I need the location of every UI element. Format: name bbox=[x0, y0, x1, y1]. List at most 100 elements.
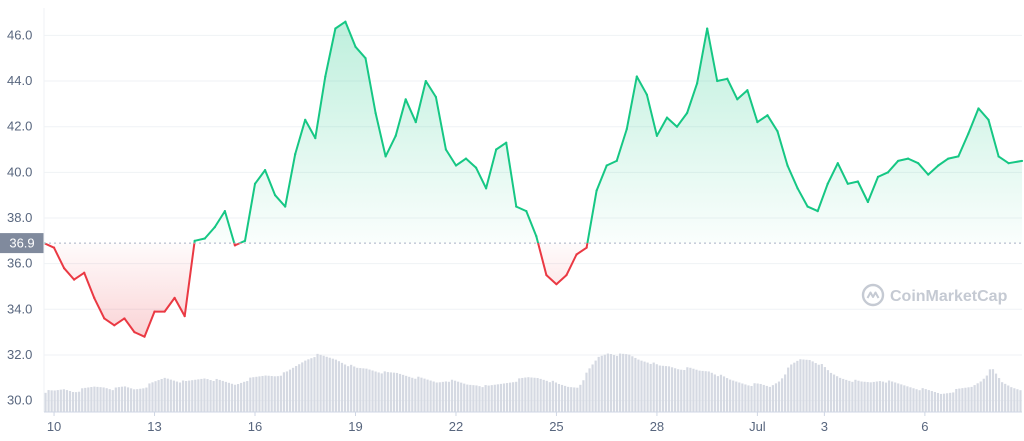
price-point bbox=[505, 141, 508, 144]
volume-bar bbox=[481, 387, 484, 412]
volume-bar bbox=[985, 375, 988, 412]
price-point bbox=[163, 310, 166, 313]
volume-bar bbox=[175, 381, 179, 412]
price-point bbox=[364, 57, 367, 60]
volume-bar bbox=[1007, 385, 1010, 412]
volume-bar bbox=[982, 378, 985, 412]
volume-bar bbox=[145, 387, 148, 412]
price-point bbox=[495, 148, 498, 151]
volume-bar bbox=[835, 376, 839, 412]
volume-bar bbox=[264, 375, 267, 412]
price-point bbox=[1020, 159, 1024, 163]
volume-bar bbox=[646, 362, 649, 412]
volume-bar bbox=[114, 387, 117, 412]
volume-bar bbox=[328, 357, 331, 412]
x-tick-label: 10 bbox=[47, 419, 61, 434]
watermark: CoinMarketCap bbox=[861, 283, 1008, 307]
volume-bar bbox=[854, 379, 857, 412]
price-point bbox=[203, 237, 206, 240]
volume-bar bbox=[298, 364, 301, 412]
volume-bar bbox=[631, 356, 634, 412]
price-point bbox=[927, 173, 930, 176]
volume-bar bbox=[860, 381, 863, 412]
volume-bar bbox=[988, 369, 992, 412]
volume-bar bbox=[499, 383, 503, 412]
volume-bar bbox=[273, 376, 276, 412]
volume-bar bbox=[664, 366, 668, 412]
price-point bbox=[846, 182, 849, 185]
volume-bar bbox=[108, 389, 111, 412]
volume-bar bbox=[444, 381, 447, 412]
gridlines bbox=[44, 34, 1022, 402]
volume-bar bbox=[252, 377, 255, 412]
volume-bar bbox=[921, 388, 924, 412]
volume-bar bbox=[209, 380, 212, 412]
price-point bbox=[294, 152, 297, 156]
baseline-label: 36.9 bbox=[9, 236, 34, 251]
price-point bbox=[575, 253, 578, 256]
volume-bar bbox=[924, 389, 927, 412]
volume-bar bbox=[970, 386, 973, 412]
y-tick-label: 32.0 bbox=[7, 347, 32, 362]
volume-bar bbox=[56, 390, 59, 412]
volume-bar bbox=[377, 372, 380, 412]
volume-bar bbox=[533, 377, 536, 412]
volume-bar bbox=[285, 371, 289, 412]
volume-bar bbox=[820, 364, 823, 412]
y-tick-label: 44.0 bbox=[7, 73, 32, 88]
price-point bbox=[83, 271, 86, 274]
volume-bars bbox=[44, 353, 1022, 412]
volume-bar bbox=[53, 390, 56, 412]
volume-bar bbox=[713, 374, 716, 412]
baseline-tag bbox=[0, 233, 44, 254]
volume-bar bbox=[368, 369, 371, 412]
volume-bar bbox=[787, 367, 790, 412]
volume-bar bbox=[551, 380, 554, 412]
volume-bar bbox=[784, 374, 787, 412]
volume-bar bbox=[524, 377, 527, 412]
y-tick-label: 30.0 bbox=[7, 393, 32, 408]
volume-bar bbox=[817, 364, 820, 412]
volume-bar bbox=[111, 390, 114, 412]
price-point bbox=[635, 75, 638, 78]
volume-bar bbox=[579, 384, 582, 412]
volume-bar bbox=[59, 389, 62, 412]
volume-bar bbox=[139, 388, 142, 412]
volume-bar bbox=[863, 381, 866, 412]
price-point bbox=[52, 246, 56, 249]
volume-bar bbox=[961, 388, 964, 412]
volume-bar bbox=[942, 393, 946, 412]
price-point bbox=[474, 166, 478, 169]
volume-bar bbox=[570, 387, 573, 412]
volume-bar bbox=[408, 376, 411, 412]
volume-bar bbox=[359, 368, 362, 412]
volume-bar bbox=[753, 383, 756, 412]
volume-bar bbox=[667, 366, 671, 412]
price-point bbox=[454, 164, 458, 167]
price-point bbox=[213, 226, 216, 229]
volume-bar bbox=[136, 389, 139, 412]
volume-bar bbox=[658, 365, 661, 412]
volume-bar bbox=[594, 360, 597, 412]
volume-bar bbox=[704, 371, 707, 412]
volume-bar bbox=[881, 381, 885, 412]
price-point bbox=[133, 331, 136, 334]
volume-bar bbox=[515, 381, 518, 412]
volume-bar bbox=[243, 381, 246, 412]
volume-bar bbox=[374, 371, 377, 412]
price-point bbox=[907, 157, 910, 160]
volume-bar bbox=[848, 380, 851, 412]
price-point bbox=[736, 98, 739, 101]
volume-bar bbox=[845, 379, 848, 412]
volume-bar bbox=[906, 386, 909, 412]
volume-bar bbox=[450, 379, 454, 412]
volume-bar bbox=[365, 368, 368, 412]
price-point bbox=[716, 79, 719, 83]
price-point bbox=[555, 283, 558, 286]
volume-bar bbox=[362, 368, 365, 412]
volume-bar bbox=[447, 381, 451, 412]
volume-bar bbox=[756, 383, 759, 412]
price-point bbox=[485, 187, 488, 190]
price-point bbox=[123, 317, 126, 320]
volume-bar bbox=[622, 353, 625, 412]
